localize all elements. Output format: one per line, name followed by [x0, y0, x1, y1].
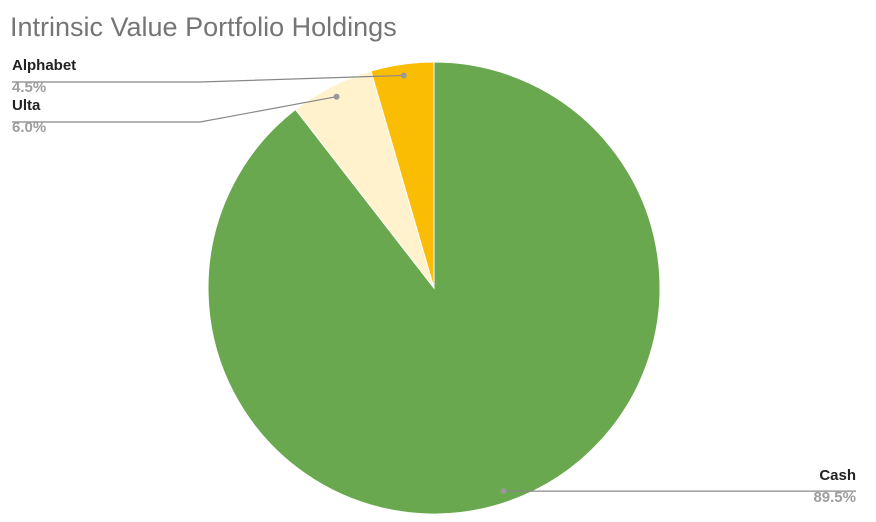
- chart-title: Intrinsic Value Portfolio Holdings: [10, 12, 397, 42]
- leader-line: [12, 74, 404, 83]
- leader-dot: [400, 72, 407, 79]
- leader-line: [12, 96, 337, 123]
- leader-dot: [333, 93, 340, 100]
- slice-label: Cash: [819, 467, 856, 484]
- slice-value-label: 6.0%: [12, 119, 46, 136]
- pie-slice: [370, 61, 435, 289]
- slice-value-label: 4.5%: [12, 79, 46, 96]
- slice-label: Alphabet: [12, 57, 76, 74]
- leader-dot: [500, 488, 507, 495]
- slice-value-label: 89.5%: [813, 489, 856, 506]
- slice-label: Ulta: [12, 97, 41, 114]
